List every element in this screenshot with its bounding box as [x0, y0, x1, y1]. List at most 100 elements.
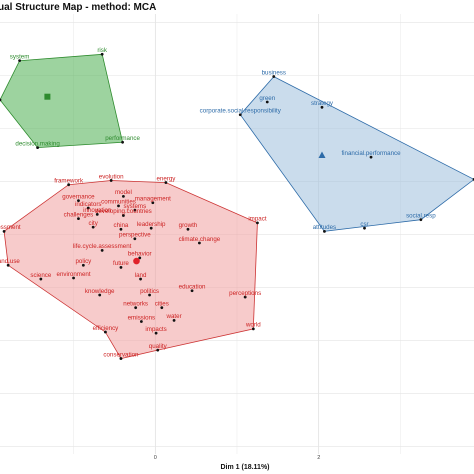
point-label-quality: quality [149, 343, 168, 350]
point-systems [133, 208, 137, 212]
point-label-land: land [135, 272, 147, 279]
point-education [190, 289, 194, 293]
point-label-policy: policy [75, 258, 92, 265]
point-label-networks: networks [123, 300, 148, 307]
point-environment [72, 276, 75, 280]
point-label-cities: cities [155, 300, 169, 307]
point-label-model: model [115, 189, 132, 196]
point-label-csr: csr [360, 221, 368, 228]
point-label-leadership: leadership [137, 221, 166, 228]
point-corporate.social.responsibility [238, 113, 242, 117]
points [0, 52, 474, 360]
point-label-land.use: land.use [0, 258, 20, 265]
point-innovation [95, 212, 99, 216]
point-evolution [109, 179, 113, 182]
point-governance [77, 199, 80, 203]
point-label-attitudes: attitudes [313, 224, 336, 231]
point-label-emissions: emissions [128, 314, 156, 321]
point-label-systems: systems [123, 203, 146, 210]
point-china [119, 227, 123, 231]
point-label-future: future [113, 260, 129, 267]
point-knowledge [98, 293, 102, 297]
point-label-framework: framework [54, 177, 84, 184]
point-label-politics: politics [140, 288, 159, 295]
point-label-social.resp: social.resp [406, 212, 436, 219]
point-behavior [138, 256, 142, 260]
point-label-science: science [30, 272, 52, 279]
point-conservation [119, 357, 123, 360]
point-label-performance: performance [105, 135, 140, 142]
point-city [91, 225, 95, 229]
point-label-education: education [179, 284, 206, 291]
point-csr [363, 226, 366, 230]
point-label-corporate.social.responsibility: corporate.social.responsibility [200, 108, 282, 115]
point-labels: system risk decision.making performance busi… [0, 47, 436, 358]
point-risk [100, 52, 104, 56]
centroid-red [133, 257, 140, 265]
point-label-innovation: innovation [83, 207, 112, 214]
point-quality [156, 348, 160, 352]
point-label-knowledge: knowledge [85, 288, 115, 295]
point-performance [121, 140, 124, 144]
point-future [119, 265, 123, 269]
point-framework [67, 183, 71, 187]
cluster-hull-blue [239, 76, 474, 232]
point-life.cycle.assessment [100, 249, 104, 252]
point-developing.countries [122, 214, 125, 217]
point-label-world: world [245, 322, 261, 329]
x-axis-label: Dim 1 (18.11%) [220, 464, 269, 471]
point-perceptions [243, 295, 247, 299]
cluster-hull-green [0, 53, 124, 149]
point-assessment [2, 229, 6, 233]
point-science [39, 277, 43, 281]
point-leadership [149, 226, 153, 230]
point-label-assessment: assessment [0, 224, 21, 231]
point-label-water: water [166, 313, 182, 320]
point-label-evolution: evolution [99, 173, 124, 180]
point-efficiency [104, 330, 107, 334]
point-left-edge [0, 98, 2, 102]
point-politics [148, 293, 151, 297]
point-policy [81, 263, 85, 267]
point-world [251, 327, 255, 331]
centroid-green [44, 93, 51, 100]
point-label-developing.countries: developing.countries [95, 208, 152, 215]
point-financial.performance [369, 155, 373, 159]
point-challenges [77, 217, 80, 221]
point-emissions [139, 320, 143, 323]
point-model [122, 194, 125, 198]
point-business [272, 75, 276, 78]
point-label-challenges: challenges [64, 211, 94, 218]
point-label-impacts: impacts [145, 326, 166, 333]
point-label-life.cycle.assessment: life.cycle.assessment [73, 243, 132, 250]
point-growth [186, 227, 190, 231]
point-label-climate.change: climate.change [179, 236, 221, 243]
point-label-risk: risk [97, 47, 108, 54]
point-land.use [6, 263, 10, 267]
point-green [265, 100, 269, 104]
point-impact [256, 221, 259, 225]
cluster-centroids [44, 93, 326, 265]
point-label-communities: communities [101, 199, 136, 206]
point-energy [164, 181, 168, 184]
point-cities [160, 306, 164, 310]
point-management [151, 201, 155, 205]
point-label-management: management [135, 196, 171, 203]
point-label-environment: environment [57, 271, 91, 278]
point-label-growth: growth [179, 222, 198, 229]
point-indicators [86, 206, 90, 210]
point-perspective [133, 237, 137, 241]
point-system [18, 59, 22, 63]
point-label-indicators: indicators [75, 201, 101, 208]
point-social.resp [419, 218, 423, 222]
point-decision.making [36, 146, 39, 149]
point-label-decision.making: decision.making [15, 140, 60, 147]
point-label-perceptions: perceptions [229, 290, 261, 297]
point-label-city: city [89, 220, 99, 227]
point-label-perspective: perspective [119, 232, 151, 239]
point-label-efficiency: efficiency [93, 325, 120, 332]
point-label-behavior: behavior [128, 251, 152, 258]
point-networks [134, 306, 138, 310]
point-label-impact: impact [248, 216, 267, 223]
